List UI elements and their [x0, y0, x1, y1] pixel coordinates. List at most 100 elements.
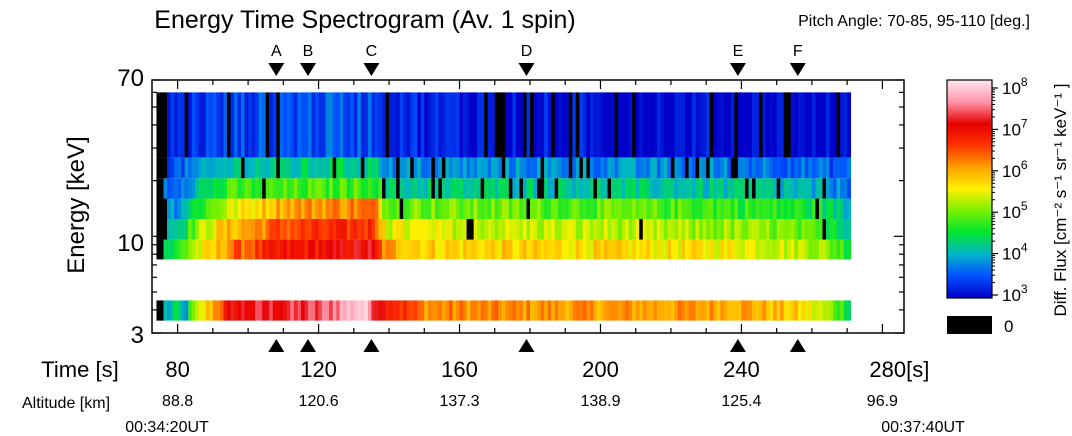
spectrogram-cell — [389, 198, 393, 220]
spectrogram-cell — [466, 239, 471, 260]
spectrogram-cell — [293, 239, 298, 260]
spectrogram-cell — [290, 178, 295, 199]
spectrogram-cell — [329, 157, 334, 179]
spectrogram-cell — [431, 92, 436, 158]
spectrogram-cell — [695, 92, 700, 158]
spectrogram-cell — [646, 92, 651, 158]
marker-label: C — [366, 43, 378, 60]
spectrogram-cell — [209, 92, 214, 158]
spectrogram-cell — [350, 178, 355, 199]
spectrogram-cell — [343, 198, 348, 220]
spectrogram-cell — [487, 157, 492, 179]
spectrogram-cell — [403, 157, 408, 179]
spectrogram-cell — [773, 178, 778, 199]
spectrogram-cell — [769, 300, 774, 321]
spectrogram-cell — [431, 157, 436, 179]
spectrogram-cell — [265, 92, 270, 158]
spectrogram-cell — [530, 178, 534, 199]
spectrogram-cell — [759, 178, 763, 199]
spectrogram-cell — [614, 239, 619, 260]
spectrogram-cell — [818, 178, 823, 199]
spectrogram-cell — [283, 198, 288, 220]
spectrogram-cell — [734, 92, 739, 158]
spectrogram-cell — [723, 178, 728, 199]
spectrogram-cell — [604, 219, 608, 240]
spectrogram-cell — [389, 157, 393, 179]
spectrogram-cell — [378, 239, 383, 260]
spectrogram-cell — [730, 219, 735, 240]
spectrogram-cell — [163, 178, 168, 199]
spectrogram-cell — [843, 239, 848, 260]
marker-label: D — [521, 43, 533, 60]
spectrogram-cell — [797, 198, 802, 220]
spectrogram-cell — [811, 92, 816, 158]
spectrogram-cell — [403, 239, 408, 260]
spectrogram-cell — [413, 300, 418, 321]
spectrogram-cell — [205, 92, 210, 158]
spectrogram-cell — [554, 157, 559, 179]
spectrogram-cell — [741, 92, 746, 158]
spectrogram-cell — [776, 92, 781, 158]
spectrogram-cell — [410, 198, 415, 220]
spectrogram-cell — [445, 92, 450, 158]
spectrogram-cell — [420, 157, 425, 179]
spectrogram-cell — [283, 178, 288, 199]
spectrogram-cell — [815, 178, 820, 199]
spectrogram-cell — [526, 157, 531, 179]
spectrogram-cell — [593, 300, 598, 321]
spectrogram-cell — [160, 219, 164, 240]
spectrogram-cell — [667, 178, 672, 199]
spectrogram-cell — [417, 157, 422, 179]
spectrogram-cell — [558, 157, 563, 179]
spectrogram-cell — [826, 198, 830, 220]
spectrogram-cell — [160, 300, 164, 321]
x-tick-label: 160 — [441, 357, 478, 382]
marker-label: B — [303, 43, 314, 60]
spectrogram-cell — [797, 219, 802, 240]
spectrogram-cell — [752, 239, 756, 260]
spectrogram-cell — [371, 198, 376, 220]
spectrogram-cell — [170, 178, 175, 199]
spectrogram-cell — [300, 92, 305, 158]
spectrogram-cell — [325, 198, 330, 220]
spectrogram-cell — [762, 198, 767, 220]
spectrogram-cell — [646, 239, 651, 260]
spectrogram-cell — [441, 239, 446, 260]
spectrogram-cell — [470, 239, 475, 260]
spectrogram-cell — [674, 178, 679, 199]
spectrogram-cell — [177, 92, 182, 158]
spectrogram-cell — [759, 219, 763, 240]
spectrogram-cell — [244, 300, 249, 321]
spectrogram-cell — [184, 178, 189, 199]
spectrogram-cell — [840, 300, 845, 321]
spectrogram-cell — [311, 157, 316, 179]
spectrogram-cell — [808, 300, 813, 321]
spectrogram-cell — [635, 92, 640, 158]
spectrogram-cell — [188, 92, 193, 158]
spectrogram-cell — [339, 300, 344, 321]
spectrogram-cell — [357, 198, 362, 220]
spectrogram-cell — [568, 300, 573, 321]
marker-triangle-top — [518, 63, 535, 76]
spectrogram-cell — [241, 178, 245, 199]
spectrogram-cell — [181, 92, 186, 158]
spectrogram-cell — [226, 239, 231, 260]
spectrogram-cell — [174, 178, 179, 199]
spectrogram-cell — [226, 300, 231, 321]
spectrogram-cell — [396, 157, 401, 179]
spectrogram-cell — [755, 157, 760, 179]
spectrogram-cell — [445, 157, 450, 179]
spectrogram-cell — [586, 300, 591, 321]
spectrogram-cell — [325, 239, 330, 260]
spectrogram-cell — [642, 198, 647, 220]
spectrogram-cell — [424, 178, 429, 199]
spectrogram-cell — [762, 157, 767, 179]
spectrogram-cell — [667, 198, 672, 220]
spectrogram-cell — [741, 198, 746, 220]
spectrogram-cell — [741, 178, 746, 199]
spectrogram-cell — [811, 300, 816, 321]
spectrogram-cell — [681, 300, 686, 321]
spectrogram-cell — [279, 198, 284, 220]
spectrogram-cell — [678, 157, 682, 179]
spectrogram-cell — [537, 157, 541, 179]
